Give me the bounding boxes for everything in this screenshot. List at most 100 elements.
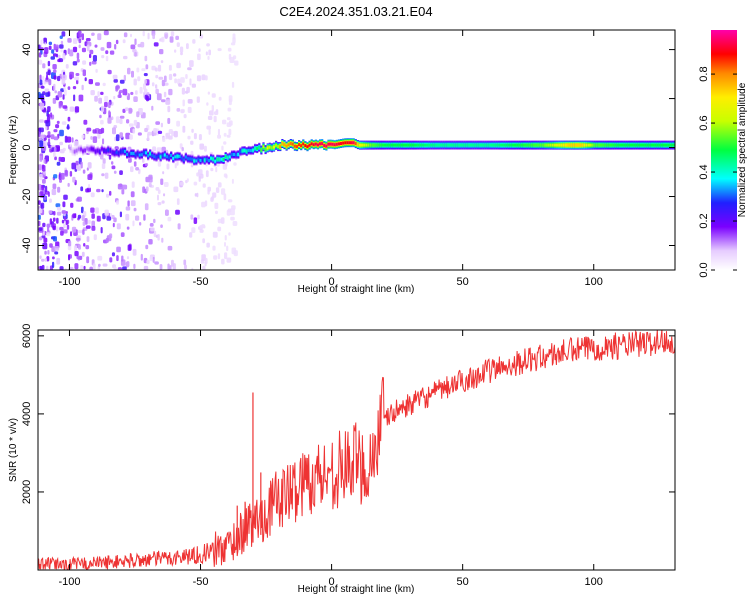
noise-speck bbox=[116, 255, 119, 262]
noise-speck bbox=[133, 96, 138, 102]
noise-speck bbox=[46, 116, 51, 122]
ridge-cell bbox=[654, 143, 657, 147]
ridge-cell bbox=[579, 143, 582, 147]
ridge-cell bbox=[440, 143, 443, 147]
noise-speck bbox=[176, 62, 181, 69]
ridge-cell bbox=[293, 144, 296, 148]
noise-speck bbox=[178, 83, 183, 87]
ridge-cell bbox=[113, 151, 116, 155]
noise-speck bbox=[38, 220, 41, 227]
ridge-cell bbox=[119, 150, 122, 154]
noise-speck bbox=[233, 162, 237, 166]
ridge-cell bbox=[633, 143, 636, 147]
noise-speck bbox=[62, 229, 68, 234]
snr-frame bbox=[37, 329, 676, 571]
noise-speck bbox=[51, 188, 57, 196]
noise-speck bbox=[39, 102, 45, 110]
noise-speck bbox=[204, 257, 208, 265]
ridge-cell bbox=[585, 143, 588, 147]
noise-speck bbox=[133, 119, 138, 126]
noise-speck bbox=[146, 95, 149, 102]
noise-speck bbox=[77, 214, 82, 219]
noise-speck bbox=[135, 215, 140, 221]
ridge-cell bbox=[285, 144, 288, 148]
noise-speck bbox=[41, 264, 45, 270]
noise-speck bbox=[163, 91, 167, 98]
noise-speck bbox=[42, 178, 46, 184]
noise-speck bbox=[144, 55, 148, 62]
ridge-cell bbox=[388, 143, 391, 147]
noise-speck bbox=[167, 245, 173, 251]
noise-speck bbox=[38, 227, 43, 231]
ridge-cell bbox=[281, 142, 284, 145]
noise-speck bbox=[46, 265, 49, 270]
noise-speck bbox=[69, 71, 74, 79]
noise-speck bbox=[217, 48, 222, 52]
ridge-cell bbox=[572, 143, 575, 147]
ridge-cell bbox=[644, 143, 647, 147]
noise-speck bbox=[98, 129, 103, 134]
ridge-cell bbox=[306, 145, 309, 149]
noise-speck bbox=[47, 227, 50, 232]
noise-speck bbox=[224, 235, 227, 241]
noise-speck bbox=[169, 265, 172, 270]
noise-speck bbox=[190, 140, 194, 145]
noise-speck bbox=[228, 95, 233, 103]
ridge-cell bbox=[384, 143, 387, 147]
noise-speck bbox=[44, 196, 47, 201]
noise-speck bbox=[47, 69, 51, 76]
ridge-cell bbox=[203, 158, 206, 162]
noise-speck bbox=[115, 134, 120, 142]
noise-speck bbox=[75, 237, 81, 241]
noise-speck bbox=[151, 82, 155, 87]
ridge-cell bbox=[671, 143, 674, 147]
noise-speck bbox=[157, 202, 162, 206]
ridge-cell bbox=[82, 149, 85, 153]
noise-speck bbox=[85, 245, 90, 250]
ridge-cell bbox=[488, 143, 492, 147]
ridge-cell bbox=[449, 143, 452, 147]
noise-speck bbox=[52, 225, 56, 231]
noise-speck bbox=[50, 56, 55, 60]
ridge-cell bbox=[365, 143, 368, 147]
noise-speck bbox=[132, 220, 135, 227]
noise-speck bbox=[140, 253, 143, 261]
ridge-cell bbox=[394, 143, 397, 147]
noise-speck bbox=[62, 147, 66, 152]
ridge-cell bbox=[495, 143, 498, 147]
ridge-cell bbox=[564, 143, 567, 147]
ridge-cell bbox=[608, 143, 611, 147]
noise-speck bbox=[175, 35, 179, 40]
noise-speck bbox=[87, 174, 93, 180]
noise-speck bbox=[129, 134, 133, 140]
noise-speck bbox=[187, 67, 192, 71]
noise-speck bbox=[227, 199, 233, 203]
noise-speck bbox=[57, 59, 61, 63]
noise-speck bbox=[83, 119, 88, 125]
noise-speck bbox=[74, 168, 78, 172]
noise-speck bbox=[46, 232, 51, 237]
noise-speck bbox=[122, 108, 126, 113]
noise-speck bbox=[160, 178, 164, 185]
noise-speck bbox=[190, 214, 194, 220]
noise-speck bbox=[109, 50, 115, 55]
noise-speck bbox=[217, 182, 222, 188]
noise-speck bbox=[82, 229, 85, 235]
noise-speck bbox=[182, 125, 186, 133]
ridge-cell bbox=[511, 143, 515, 147]
ridge-cell bbox=[673, 143, 675, 147]
noise-speck bbox=[119, 89, 123, 94]
noise-speck bbox=[59, 179, 62, 183]
noise-speck bbox=[54, 146, 57, 152]
noise-speck bbox=[59, 266, 64, 270]
noise-speck bbox=[201, 201, 206, 208]
ridge-cell bbox=[453, 143, 456, 147]
ridge-cell bbox=[96, 149, 99, 153]
ridge-cell bbox=[497, 143, 500, 147]
noise-speck bbox=[73, 245, 78, 253]
ridge-cell bbox=[354, 142, 357, 146]
ridge-cell bbox=[648, 143, 651, 147]
noise-speck bbox=[38, 214, 41, 220]
noise-speck bbox=[102, 158, 106, 164]
ridge-cell bbox=[652, 143, 655, 147]
